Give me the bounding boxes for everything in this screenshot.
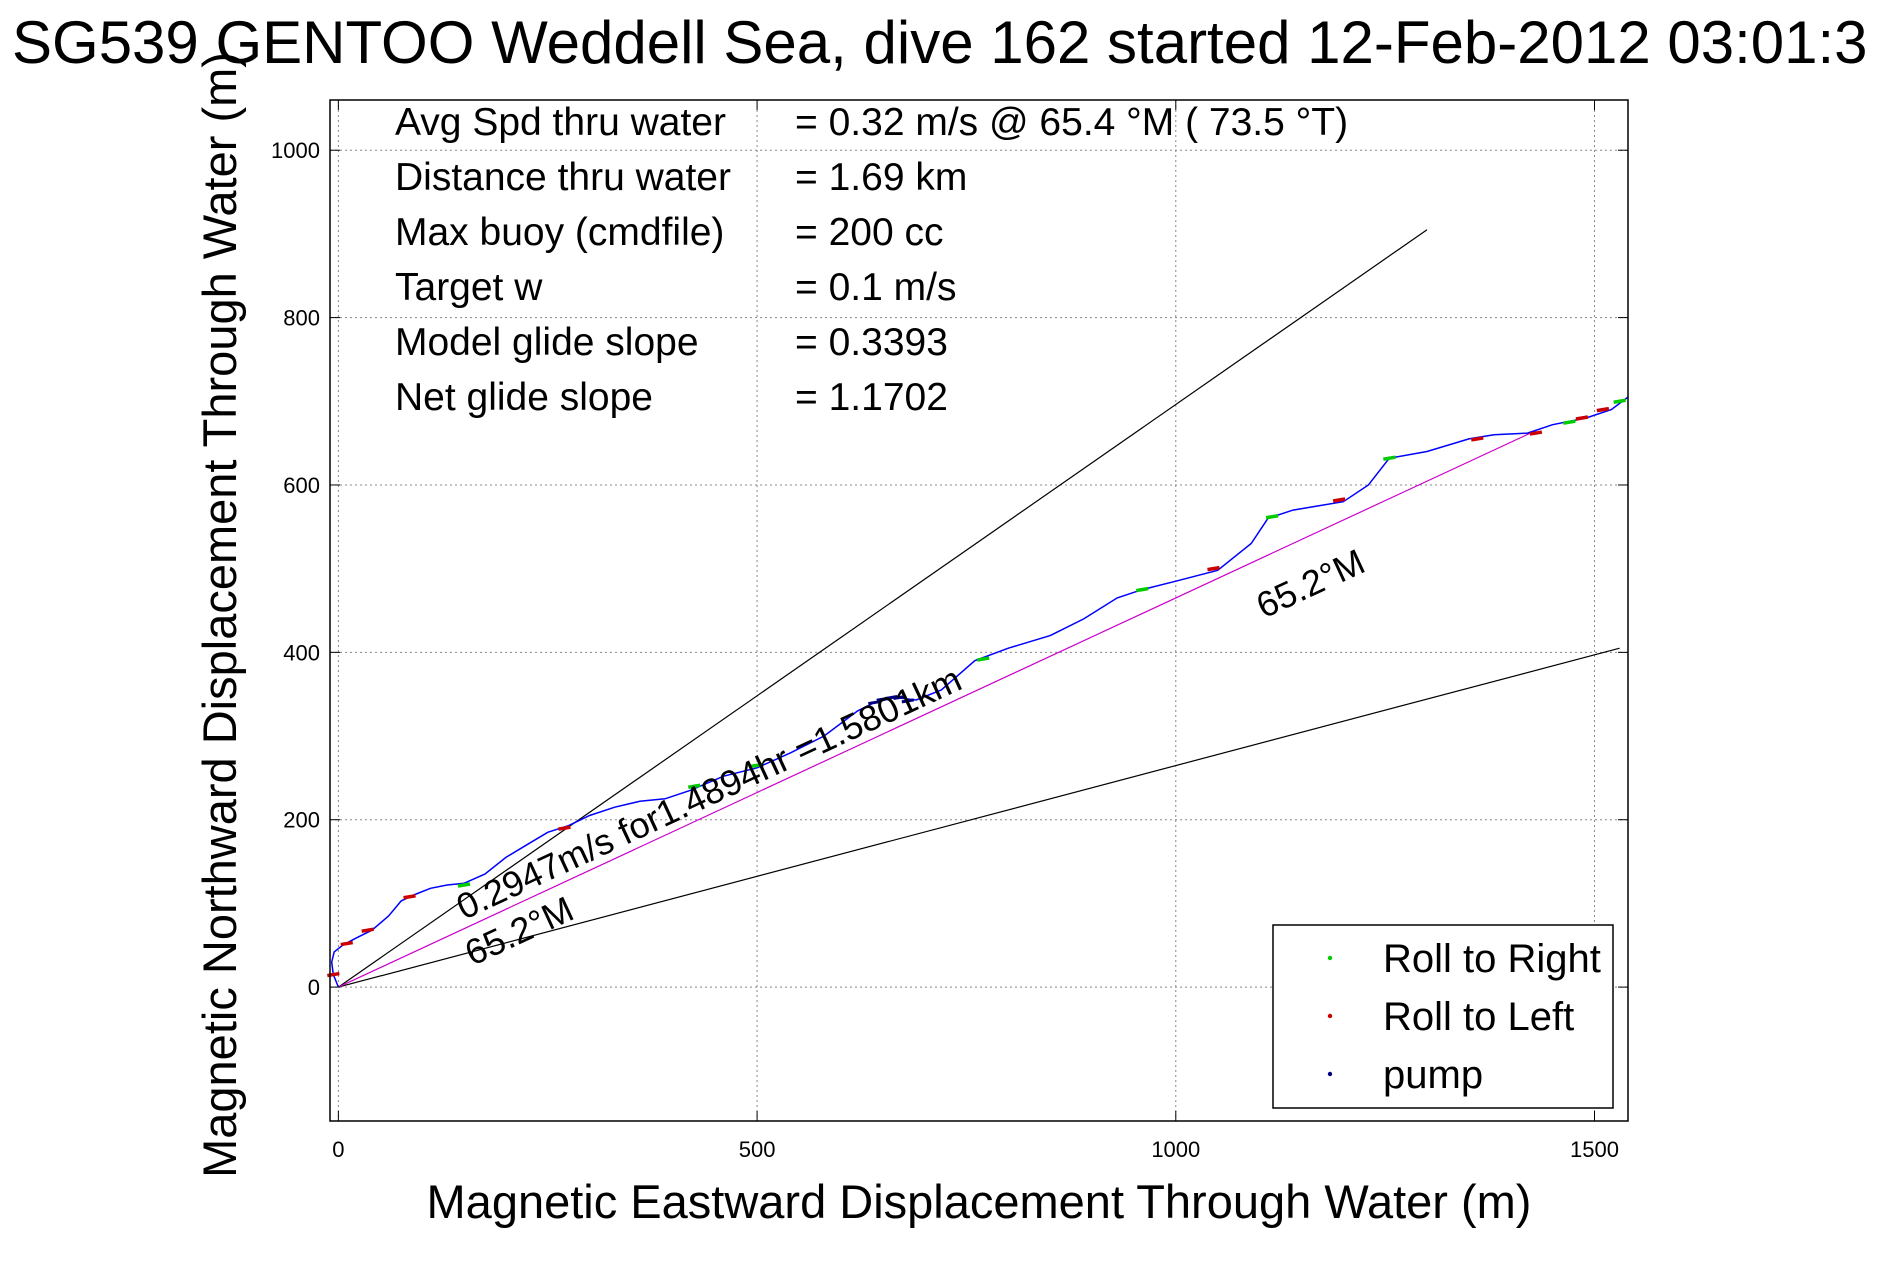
x-tick-label: 0 [332,1137,344,1162]
y-tick-label: 600 [283,473,320,498]
info-label: Avg Spd thru water [395,101,726,144]
pump-marker [893,695,906,701]
y-tick-label: 200 [283,808,320,833]
envelope-line [338,647,1620,988]
roll-to-right-marker [1383,455,1396,461]
roll-to-right-marker [976,656,990,662]
info-label: Distance thru water [395,156,731,199]
pump-marker [868,700,881,706]
roll-to-right-marker [1265,514,1279,520]
roll-to-left-marker [1575,415,1589,421]
roll-to-left-marker [1470,436,1484,442]
y-axis-label: Magnetic Northward Displacement Through … [193,52,246,1178]
pump-marker [901,698,915,704]
info-label: Target w [395,266,543,309]
axis-ticks: 0 500 1000 1500 0 200 400 600 800 1000 [271,100,1628,1162]
info-value: = 200 cc [795,211,944,254]
y-tick-label: 800 [283,306,320,331]
y-tick-label: 1000 [271,138,320,163]
y-tick-label: 400 [283,640,320,665]
roll-to-left-marker [340,940,354,947]
roll-to-right-marker [1563,419,1576,425]
roll-to-left-marker [1529,430,1543,436]
info-value: = 0.3393 [795,321,948,364]
legend-marker [1327,955,1333,961]
annotation-label: 0.2947m/s for1.4894hr =1.5801km [450,658,967,927]
legend-entry: Roll to Right [1383,937,1601,981]
info-value: = 0.32 m/s @ 65.4 °M ( 73.5 °T) [795,101,1348,144]
roll-to-right-marker [687,783,701,789]
x-tick-label: 500 [739,1137,776,1162]
roll-to-left-marker [327,971,340,978]
legend-entry: pump [1383,1053,1483,1097]
reference-lines [338,229,1620,988]
net-heading-line [338,430,1537,988]
roll-to-left-marker [558,825,571,831]
info-value: = 1.69 km [795,156,967,199]
roll-to-left-marker [1596,406,1610,413]
roll-to-left-marker [1207,565,1220,572]
x-tick-label: 1500 [1570,1137,1619,1162]
legend-marker [1327,1013,1333,1019]
plot-frame [329,99,1629,1122]
roll-to-left-marker [403,893,416,900]
annotation-label: 65.2°M [1250,541,1371,626]
roll-to-right-marker [750,762,764,769]
annotations: 0.2947m/s for1.4894hr =1.5801km65.2°M65.… [450,541,1371,974]
info-label: Model glide slope [395,321,699,364]
info-panel: Avg Spd thru water = 0.32 m/s @ 65.4 °M (… [395,101,1348,419]
info-value: = 1.1702 [795,376,948,419]
legend: Roll to Right Roll to Left pump [1272,924,1614,1109]
roll-to-left-marker [1332,497,1346,503]
info-label: Max buoy (cmdfile) [395,211,724,254]
y-tick-label: 0 [308,975,320,1000]
roll-to-right-marker [457,882,471,888]
x-axis-label: Magnetic Eastward Displacement Through W… [427,1175,1532,1228]
marker-layer [327,398,1626,978]
legend-marker [1327,1071,1333,1077]
roll-to-right-marker [1613,398,1626,405]
info-label: Net glide slope [395,376,653,419]
roll-to-left-marker [361,927,374,933]
roll-to-right-marker [1136,586,1149,593]
x-tick-label: 1000 [1151,1137,1200,1162]
info-value: = 0.1 m/s [795,266,956,309]
envelope-line [338,229,1428,988]
chart-title: SG539 GENTOO Weddell Sea, dive 162 start… [12,9,1868,76]
legend-entry: Roll to Left [1383,995,1574,1039]
